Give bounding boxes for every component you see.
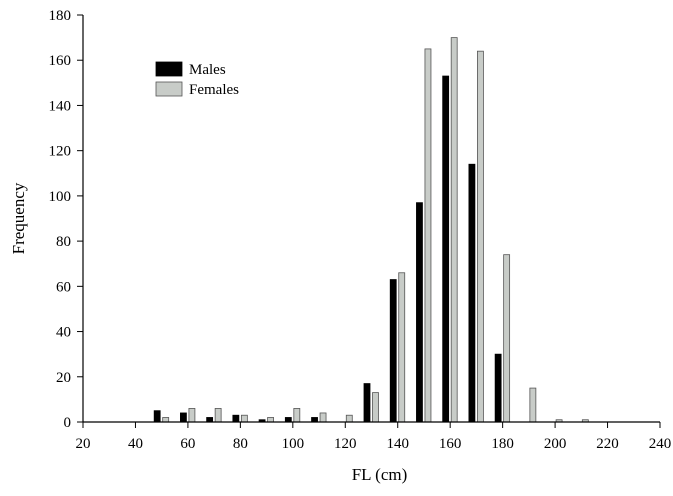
females-bar (503, 254, 511, 423)
x-tick-label: 100 (282, 436, 305, 452)
females-bar (319, 412, 327, 423)
y-tick-label: 20 (56, 370, 71, 386)
females-bar (372, 392, 379, 423)
x-tick-label: 40 (128, 436, 143, 452)
males-bar (389, 279, 397, 423)
males-bar (311, 417, 318, 423)
y-tick-label: 160 (49, 53, 72, 69)
males-bar (416, 202, 423, 423)
x-tick-label: 120 (334, 436, 357, 452)
x-tick-label: 180 (491, 436, 514, 452)
females-bar (424, 48, 432, 423)
males-bar (468, 163, 476, 423)
x-tick-label: 160 (439, 436, 462, 452)
x-tick-label: 20 (76, 436, 91, 452)
females-bar (267, 417, 274, 423)
legend: Males Females (155, 61, 239, 98)
legend-label-females: Females (189, 82, 239, 98)
y-tick-label: 120 (49, 144, 72, 160)
x-tick-label: 60 (180, 436, 195, 452)
females-bar (293, 408, 301, 423)
females-bar (450, 37, 458, 423)
y-tick-label: 0 (64, 415, 72, 431)
y-tick-label: 180 (49, 8, 72, 24)
males-bar (494, 353, 502, 423)
females-bar (477, 50, 484, 423)
x-tick-label: 240 (649, 436, 672, 452)
x-ticks: 20 40 60 80 100 120 140 160 180 200 220 240 (76, 422, 672, 452)
x-tick-label: 220 (596, 436, 619, 452)
y-ticks: 0 20 40 60 80 100 120 140 160 180 (49, 8, 83, 431)
y-tick-label: 80 (56, 234, 71, 250)
males-bar (180, 412, 187, 423)
females-bar (529, 387, 537, 423)
axes-layer (82, 15, 660, 423)
males-bar (206, 417, 214, 423)
y-tick-label: 60 (56, 279, 71, 295)
females-bar (214, 408, 222, 423)
x-tick-label: 80 (233, 436, 248, 452)
x-axis-title: FL (cm) (352, 465, 408, 484)
bars-layer (153, 37, 589, 423)
x-tick-label: 140 (386, 436, 409, 452)
legend-label-males: Males (189, 62, 226, 78)
y-tick-label: 100 (49, 189, 72, 205)
legend-swatch-males (155, 61, 183, 77)
females-bar (162, 417, 170, 423)
females-bar (345, 414, 353, 423)
y-tick-label: 40 (56, 325, 71, 341)
females-bar (188, 408, 196, 423)
males-bar (232, 414, 240, 423)
legend-swatch-females (155, 81, 183, 97)
males-bar (442, 75, 450, 423)
y-tick-label: 140 (49, 98, 72, 114)
females-bar (240, 414, 248, 423)
y-axis-title: Frequency (9, 182, 28, 254)
x-tick-label: 200 (544, 436, 567, 452)
females-bar (398, 272, 406, 423)
males-bar (363, 383, 371, 423)
males-bar (153, 410, 161, 423)
males-bar (284, 417, 292, 423)
